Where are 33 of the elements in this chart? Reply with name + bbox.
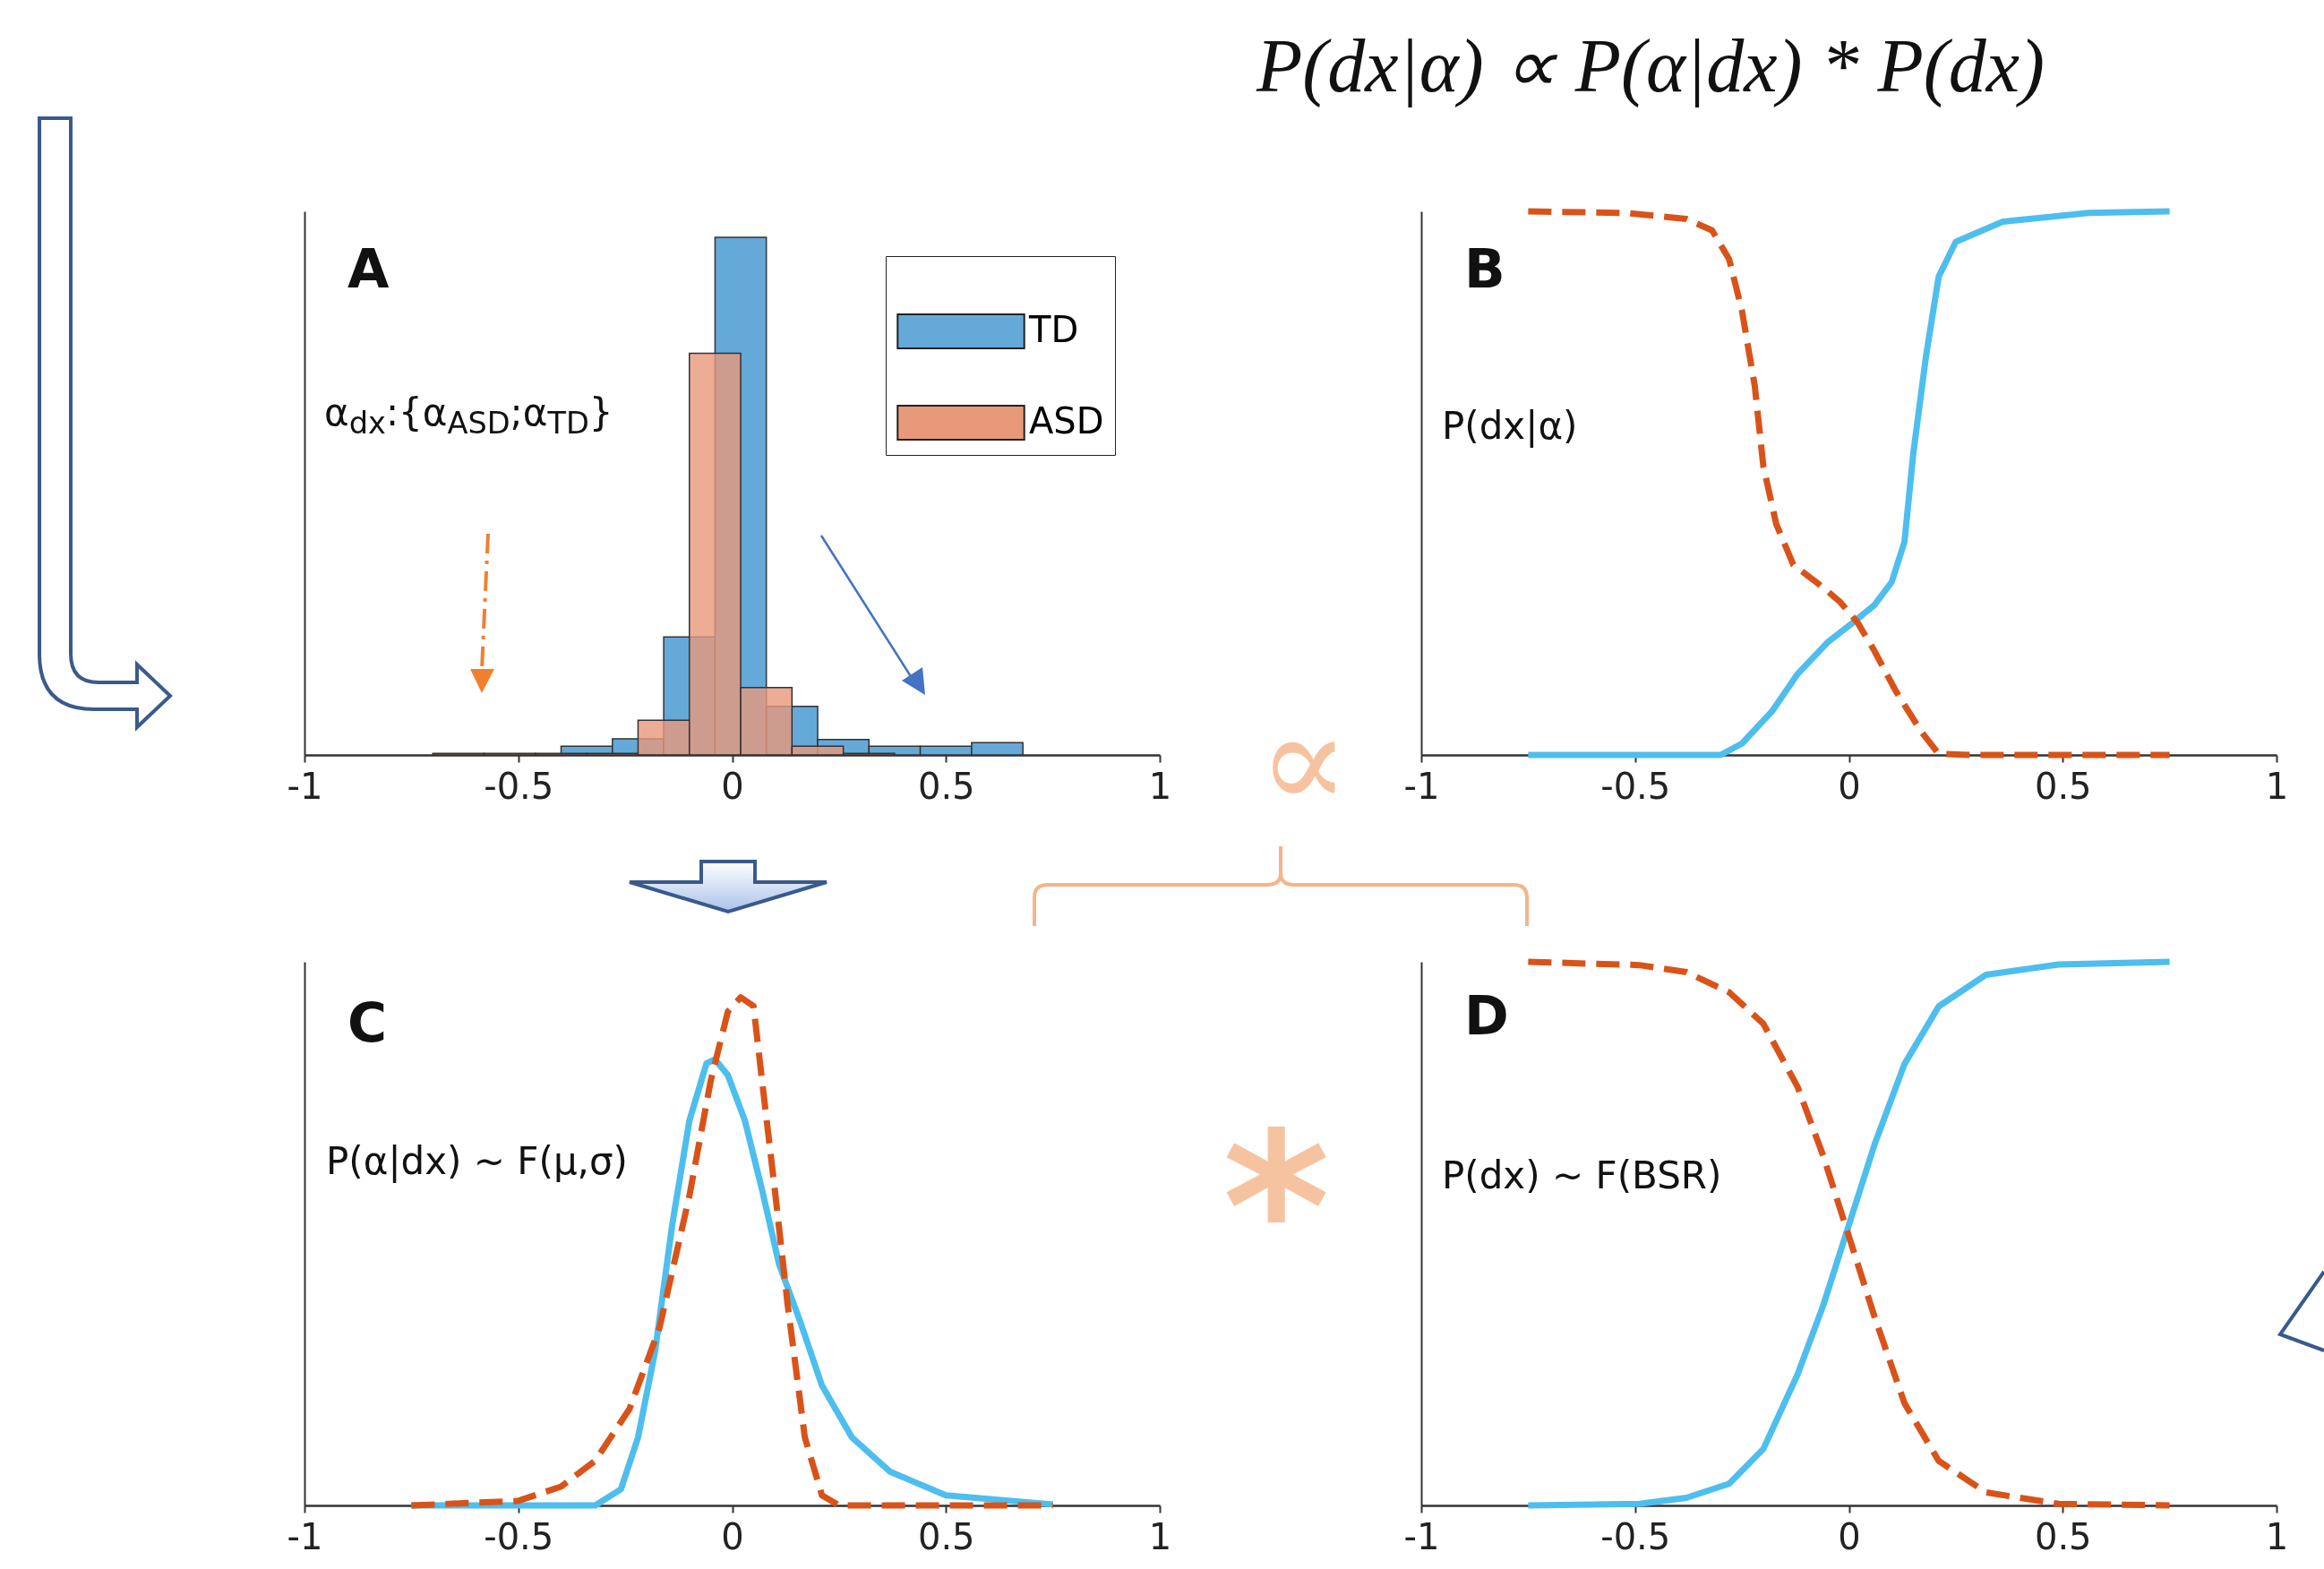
text: ∝ [1258, 683, 1350, 839]
x-tick-label: -1 [1403, 765, 1440, 807]
x-tick-label: 1 [2265, 765, 2289, 807]
x-tick-label: 0.5 [917, 765, 975, 807]
x-tick-label: 0.5 [917, 1515, 975, 1557]
x-tick-label: -1 [1403, 1515, 1440, 1557]
x-tick-label: 0 [721, 765, 744, 807]
annotation: A [347, 237, 390, 300]
x-tick-label: 1 [2265, 1515, 2289, 1557]
annotation: B [1464, 237, 1505, 300]
annotation: C [347, 991, 388, 1054]
x-tick-label: 0 [721, 1515, 744, 1557]
x-tick-label: -0.5 [484, 1515, 554, 1557]
x-tick-label: -0.5 [1600, 765, 1671, 807]
text: * [1222, 1089, 1331, 1328]
legend-label: TD [1028, 309, 1079, 350]
text: P(dx|α) ∝ P(α|dx) * P(dx) [1256, 24, 2045, 107]
x-tick-label: -0.5 [484, 765, 554, 807]
x-tick-label: 0 [1838, 765, 1861, 807]
x-tick-label: 1 [1148, 1515, 1172, 1557]
x-tick-label: -1 [287, 1515, 323, 1557]
x-tick-label: 0.5 [2034, 765, 2092, 807]
x-tick-label: 0.5 [2034, 1515, 2092, 1557]
x-tick-label: -0.5 [1600, 1515, 1671, 1557]
annotation: P(α|dx) ~ F(μ,σ) [326, 1139, 628, 1183]
annotation: D [1464, 984, 1509, 1047]
legend-label: ASD [1029, 400, 1104, 442]
annotation: P(dx|α) [1442, 404, 1578, 448]
x-tick-label: 0 [1838, 1515, 1861, 1557]
x-tick-label: -1 [287, 765, 323, 807]
annotation: α$_{dx}$:{α$_{ASD}$;α$_{TD}$} [324, 390, 613, 442]
annotation: P(dx) ~ F(BSR) [1442, 1153, 1722, 1197]
x-tick-label: 1 [1148, 765, 1172, 807]
